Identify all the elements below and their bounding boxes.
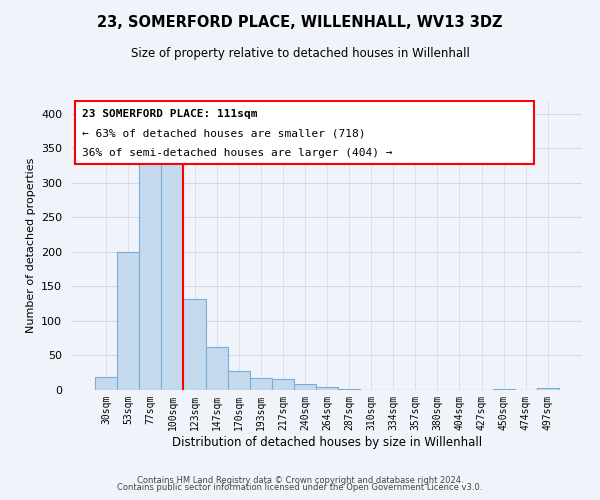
X-axis label: Distribution of detached houses by size in Willenhall: Distribution of detached houses by size …	[172, 436, 482, 448]
Text: 23 SOMERFORD PLACE: 111sqm: 23 SOMERFORD PLACE: 111sqm	[82, 108, 258, 118]
Bar	[316, 387, 338, 390]
Bar	[117, 252, 139, 390]
Bar	[227, 372, 250, 390]
Text: Size of property relative to detached houses in Willenhall: Size of property relative to detached ho…	[131, 48, 469, 60]
Text: Contains public sector information licensed under the Open Government Licence v3: Contains public sector information licen…	[118, 484, 482, 492]
Bar	[206, 347, 227, 390]
Y-axis label: Number of detached properties: Number of detached properties	[26, 158, 35, 332]
Text: Contains HM Land Registry data © Crown copyright and database right 2024.: Contains HM Land Registry data © Crown c…	[137, 476, 463, 485]
Text: 36% of semi-detached houses are larger (404) →: 36% of semi-detached houses are larger (…	[82, 148, 392, 158]
Bar	[250, 378, 272, 390]
Bar	[294, 384, 316, 390]
Bar	[184, 299, 206, 390]
Bar	[161, 162, 184, 390]
Bar	[537, 388, 559, 390]
Text: ← 63% of detached houses are smaller (718): ← 63% of detached houses are smaller (71…	[82, 128, 366, 138]
Text: 23, SOMERFORD PLACE, WILLENHALL, WV13 3DZ: 23, SOMERFORD PLACE, WILLENHALL, WV13 3D…	[97, 15, 503, 30]
Bar	[139, 162, 161, 390]
Bar	[95, 377, 117, 390]
FancyBboxPatch shape	[74, 102, 533, 164]
Bar	[272, 379, 294, 390]
